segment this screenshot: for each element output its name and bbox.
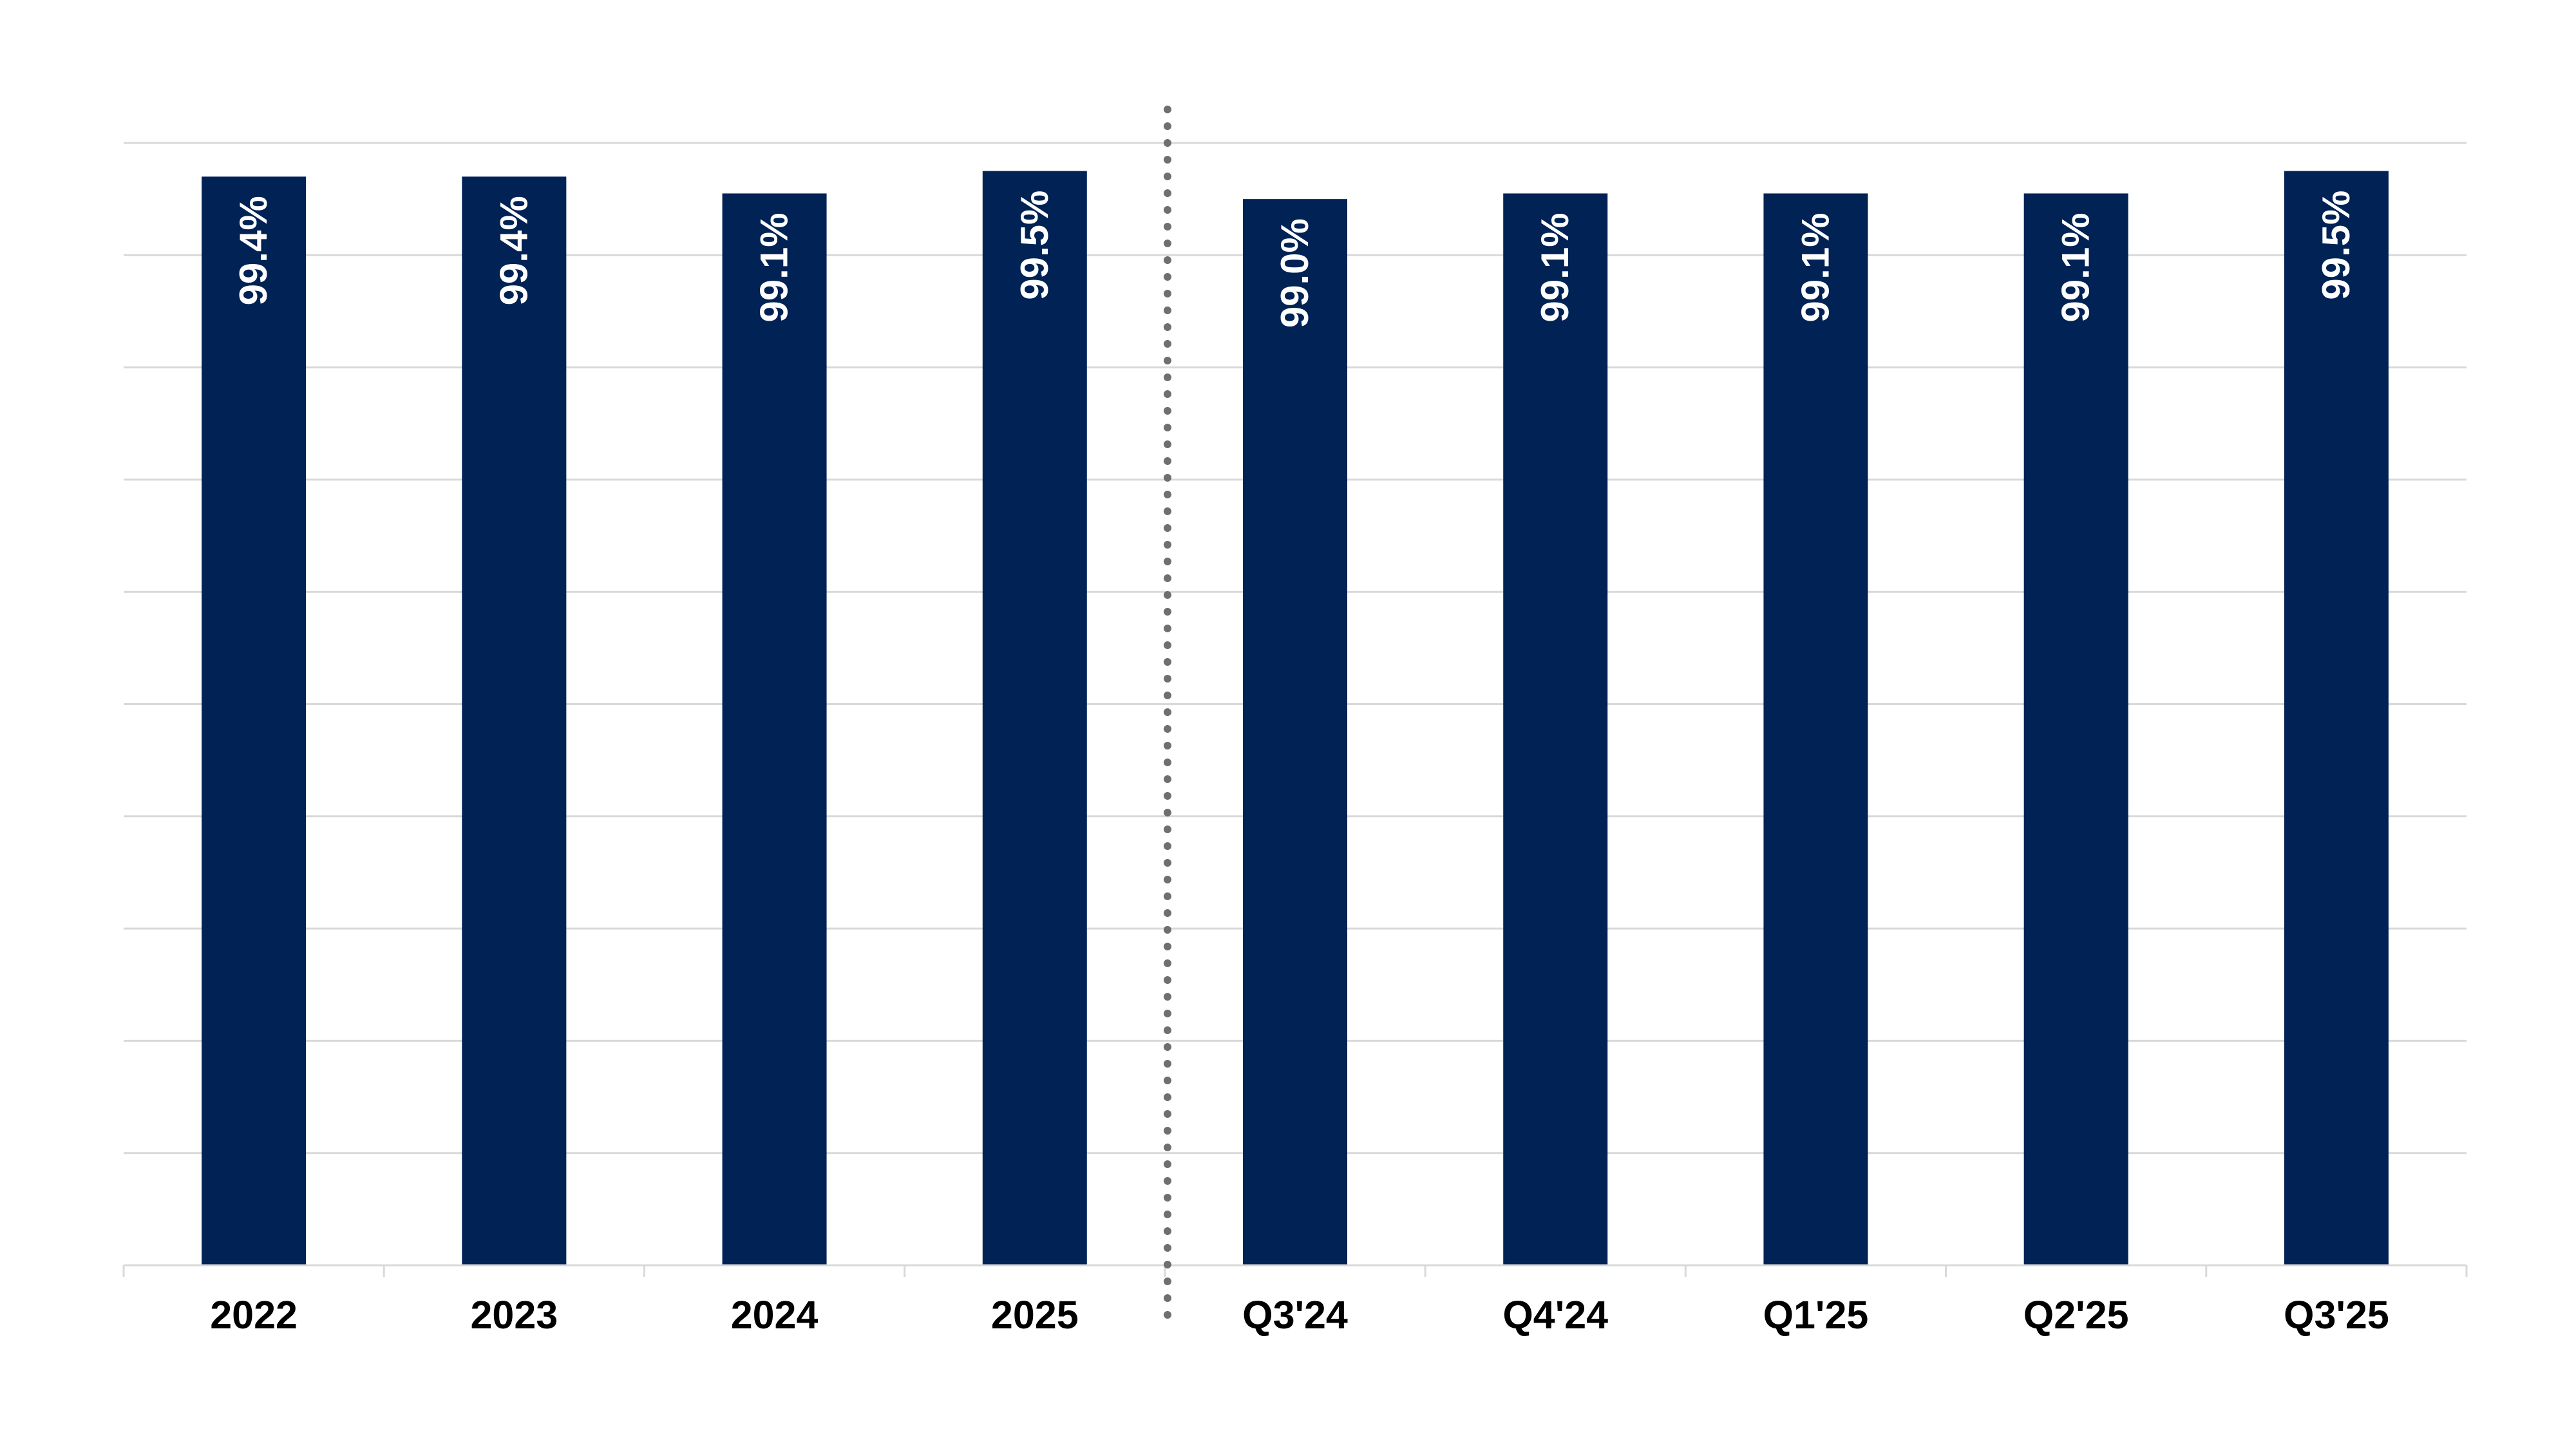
bar-value-label: 99.0% [1273, 218, 1316, 328]
x-axis: 2022 2023 2024 2025 Q3'24 Q4'24 Q1'25 Q2'25 Q3'2… [122, 1264, 2468, 1337]
bar-value-label: 99.4% [492, 196, 535, 305]
x-tick-label: 2022 [210, 1293, 298, 1337]
bar [2023, 193, 2128, 1265]
bar [1763, 193, 1868, 1265]
x-tick-label: Q1'25 [1763, 1293, 1869, 1337]
x-tick-label: Q4'24 [1502, 1293, 1608, 1337]
x-tick-label: 2024 [731, 1293, 819, 1337]
bar-value-label: 99.4% [232, 196, 275, 305]
bar [202, 176, 307, 1265]
x-tick-label: Q3'25 [2284, 1293, 2389, 1337]
bar [2284, 171, 2389, 1266]
bar [1243, 199, 1347, 1265]
bar [1503, 193, 1608, 1265]
x-tick-label: Q2'25 [2023, 1293, 2129, 1337]
bars: 99.4% 99.4% 99.1% 99.5% 99.0% 99.1% 99.1% 99.1%… [202, 171, 2389, 1266]
x-tick-label: 2025 [991, 1293, 1079, 1337]
bar-value-label: 99.1% [1533, 212, 1577, 322]
x-tick-label: 2023 [470, 1293, 558, 1337]
bar [722, 193, 827, 1265]
bar-value-label: 99.5% [2315, 191, 2358, 300]
bar-value-label: 99.1% [753, 212, 796, 322]
bar [982, 171, 1087, 1266]
bar [462, 176, 567, 1265]
bar-value-label: 99.1% [1794, 212, 1837, 322]
bar-value-label: 99.5% [1013, 191, 1056, 300]
bar-value-label: 99.1% [2054, 212, 2098, 322]
x-tick-label: Q3'24 [1242, 1293, 1348, 1337]
